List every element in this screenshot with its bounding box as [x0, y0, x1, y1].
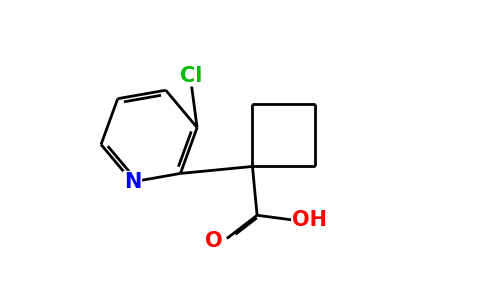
Text: O: O [205, 231, 223, 251]
Text: OH: OH [292, 210, 327, 230]
Text: Cl: Cl [181, 65, 203, 86]
Text: N: N [124, 172, 141, 192]
